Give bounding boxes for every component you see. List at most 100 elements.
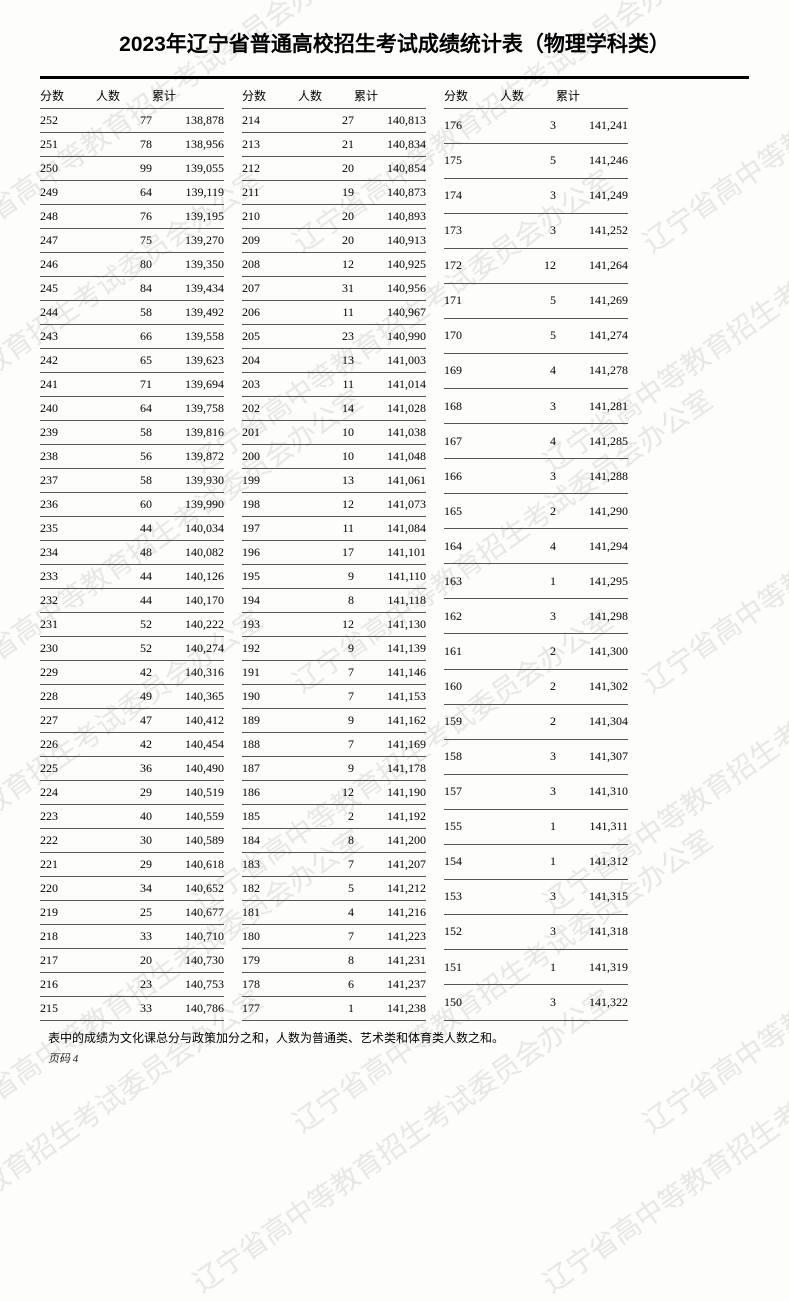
cell-cum: 141,084 bbox=[354, 516, 426, 540]
cell-score: 151 bbox=[444, 950, 500, 985]
table-row: 20311141,014 bbox=[242, 372, 426, 396]
cell-count: 78 bbox=[96, 132, 152, 156]
cell-score: 198 bbox=[242, 492, 298, 516]
cell-cum: 141,118 bbox=[354, 588, 426, 612]
cell-cum: 141,178 bbox=[354, 756, 426, 780]
cell-count: 47 bbox=[96, 708, 152, 732]
cell-count: 44 bbox=[96, 588, 152, 612]
cell-score: 158 bbox=[444, 739, 500, 774]
table-row: 20523140,990 bbox=[242, 324, 426, 348]
header-cum: 累计 bbox=[152, 83, 224, 108]
header-count: 人数 bbox=[298, 83, 354, 108]
cell-score: 212 bbox=[242, 156, 298, 180]
cell-cum: 139,350 bbox=[152, 252, 224, 276]
cell-cum: 140,913 bbox=[354, 228, 426, 252]
table-row: 24265139,623 bbox=[40, 348, 224, 372]
cell-count: 5 bbox=[500, 143, 556, 178]
table-row: 1771141,238 bbox=[242, 996, 426, 1020]
table-row: 18612141,190 bbox=[242, 780, 426, 804]
cell-count: 12 bbox=[298, 492, 354, 516]
table-row: 24680139,350 bbox=[40, 252, 224, 276]
cell-cum: 140,753 bbox=[152, 972, 224, 996]
cell-score: 231 bbox=[40, 612, 96, 636]
cell-cum: 141,073 bbox=[354, 492, 426, 516]
cell-count: 7 bbox=[298, 660, 354, 684]
table-row: 1612141,300 bbox=[444, 634, 628, 669]
cell-score: 242 bbox=[40, 348, 96, 372]
table-row: 21220140,854 bbox=[242, 156, 426, 180]
cell-cum: 139,055 bbox=[152, 156, 224, 180]
cell-count: 1 bbox=[500, 844, 556, 879]
table-row: 19711141,084 bbox=[242, 516, 426, 540]
table-row: 23758139,930 bbox=[40, 468, 224, 492]
title-rule bbox=[40, 76, 749, 79]
table-row: 23244140,170 bbox=[40, 588, 224, 612]
cell-score: 184 bbox=[242, 828, 298, 852]
cell-score: 233 bbox=[40, 564, 96, 588]
cell-cum: 141,192 bbox=[354, 804, 426, 828]
cell-score: 159 bbox=[444, 704, 500, 739]
cell-count: 9 bbox=[298, 636, 354, 660]
cell-cum: 139,270 bbox=[152, 228, 224, 252]
cell-score: 177 bbox=[242, 996, 298, 1020]
page-number: 页码 4 bbox=[40, 1050, 749, 1066]
cell-score: 196 bbox=[242, 540, 298, 564]
cell-count: 9 bbox=[298, 708, 354, 732]
cell-cum: 141,101 bbox=[354, 540, 426, 564]
cell-score: 168 bbox=[444, 389, 500, 424]
cell-score: 164 bbox=[444, 529, 500, 564]
cell-score: 171 bbox=[444, 283, 500, 318]
cell-count: 25 bbox=[96, 900, 152, 924]
table-row: 22340140,559 bbox=[40, 804, 224, 828]
cell-count: 13 bbox=[298, 348, 354, 372]
cell-count: 10 bbox=[298, 444, 354, 468]
table-row: 1879141,178 bbox=[242, 756, 426, 780]
cell-cum: 141,162 bbox=[354, 708, 426, 732]
cell-cum: 140,813 bbox=[354, 108, 426, 132]
cell-score: 161 bbox=[444, 634, 500, 669]
header-score: 分数 bbox=[444, 83, 500, 108]
cell-score: 205 bbox=[242, 324, 298, 348]
table-row: 24775139,270 bbox=[40, 228, 224, 252]
header-count: 人数 bbox=[500, 83, 556, 108]
table-row: 22429140,519 bbox=[40, 780, 224, 804]
cell-score: 246 bbox=[40, 252, 96, 276]
table-row: 1683141,281 bbox=[444, 389, 628, 424]
table-row: 23958139,816 bbox=[40, 420, 224, 444]
cell-cum: 140,967 bbox=[354, 300, 426, 324]
cell-cum: 141,246 bbox=[556, 143, 628, 178]
cell-count: 5 bbox=[500, 283, 556, 318]
table-row: 1755141,246 bbox=[444, 143, 628, 178]
cell-score: 200 bbox=[242, 444, 298, 468]
table-row: 20731140,956 bbox=[242, 276, 426, 300]
table-row: 1573141,310 bbox=[444, 774, 628, 809]
table-row: 1852141,192 bbox=[242, 804, 426, 828]
cell-cum: 140,170 bbox=[152, 588, 224, 612]
cell-score: 252 bbox=[40, 108, 96, 132]
cell-count: 3 bbox=[500, 389, 556, 424]
cell-score: 155 bbox=[444, 809, 500, 844]
cell-score: 248 bbox=[40, 204, 96, 228]
cell-score: 202 bbox=[242, 396, 298, 420]
cell-cum: 141,249 bbox=[556, 178, 628, 213]
cell-cum: 141,130 bbox=[354, 612, 426, 636]
cell-score: 199 bbox=[242, 468, 298, 492]
cell-score: 166 bbox=[444, 459, 500, 494]
table-row: 21321140,834 bbox=[242, 132, 426, 156]
cell-cum: 141,322 bbox=[556, 985, 628, 1020]
cell-score: 181 bbox=[242, 900, 298, 924]
table-row: 21833140,710 bbox=[40, 924, 224, 948]
cell-count: 13 bbox=[298, 468, 354, 492]
cell-score: 183 bbox=[242, 852, 298, 876]
cell-cum: 141,200 bbox=[354, 828, 426, 852]
table-row: 22849140,365 bbox=[40, 684, 224, 708]
cell-count: 33 bbox=[96, 996, 152, 1020]
cell-score: 213 bbox=[242, 132, 298, 156]
cell-cum: 141,298 bbox=[556, 599, 628, 634]
cell-count: 1 bbox=[500, 950, 556, 985]
cell-score: 179 bbox=[242, 948, 298, 972]
table-row: 1652141,290 bbox=[444, 494, 628, 529]
cell-cum: 141,311 bbox=[556, 809, 628, 844]
table-row: 1907141,153 bbox=[242, 684, 426, 708]
table-row: 1644141,294 bbox=[444, 529, 628, 564]
